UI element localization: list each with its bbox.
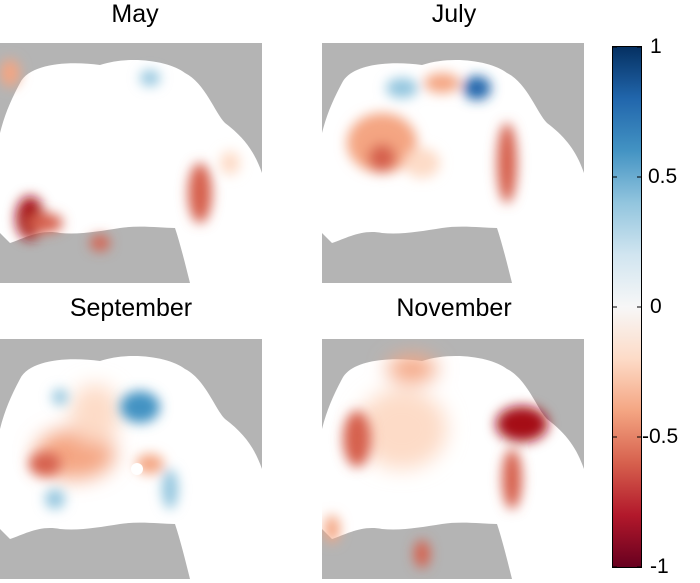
anomaly-patch (29, 452, 61, 476)
ocean-area (0, 355, 262, 579)
anomaly-patch (120, 391, 160, 423)
anomaly-patch (463, 76, 491, 100)
colorbar (612, 46, 642, 568)
map-september (0, 339, 262, 579)
anomaly-patch (343, 411, 371, 467)
anomaly-patch (387, 355, 437, 383)
colorbar-ticks (612, 46, 642, 568)
anomaly-patch (496, 406, 548, 442)
anomaly-patch (45, 489, 65, 509)
anomaly-patch (497, 123, 517, 203)
anomaly-patch (220, 151, 240, 175)
pole-hole (131, 167, 143, 179)
panel-title-november: November (396, 294, 512, 322)
colorbar-tick-label: 0 (650, 295, 662, 318)
anomaly-patch (0, 59, 20, 87)
anomaly-patch (414, 540, 430, 568)
colorbar-tick-label: 0.5 (648, 165, 678, 188)
anomaly-patch (52, 389, 68, 405)
panel-title-july: July (431, 0, 477, 28)
anomaly-patch (368, 144, 396, 172)
anomaly-patch (324, 515, 340, 543)
anomaly-patch (188, 163, 212, 223)
colorbar-tick-label: -1 (650, 555, 669, 578)
anomaly-patch (424, 73, 460, 93)
anomaly-patch (27, 213, 63, 233)
anomaly-patch (347, 113, 417, 173)
colorbar-tick-label: 1 (650, 35, 662, 58)
anomaly-patch (502, 449, 522, 509)
anomaly-patch (70, 384, 120, 444)
ocean-area (0, 59, 262, 283)
anomaly-patch (404, 148, 440, 178)
map-july (322, 43, 584, 283)
anomaly-patch (140, 70, 160, 86)
pole-hole (131, 463, 143, 475)
anomaly-patch (357, 389, 447, 469)
anomaly-patch (386, 78, 418, 98)
pole-hole (453, 463, 465, 475)
anomaly-patch (162, 469, 178, 509)
map-may (0, 43, 262, 283)
pole-hole (453, 167, 465, 179)
panel-title-september: September (69, 294, 193, 322)
anomaly-patch (90, 235, 110, 251)
panel-title-may: May (111, 0, 159, 28)
map-november (322, 339, 584, 579)
colorbar-tick-label: -0.5 (642, 425, 679, 448)
